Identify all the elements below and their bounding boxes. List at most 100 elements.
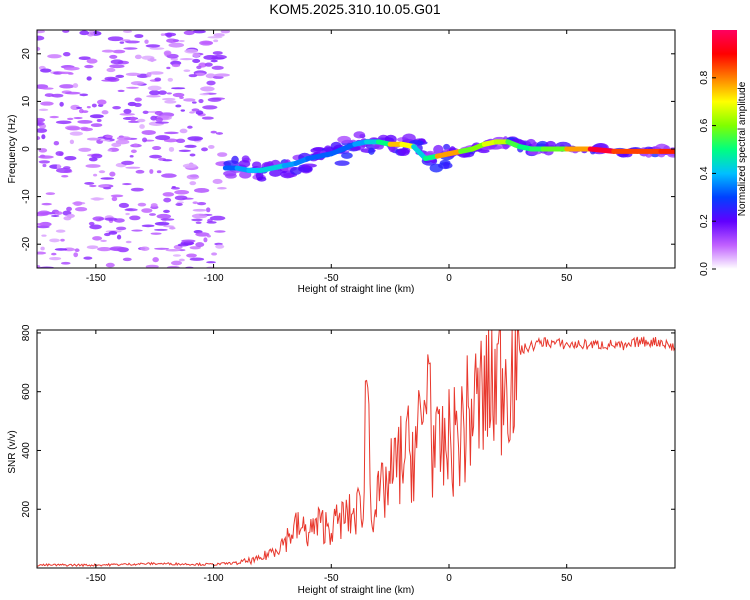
noise-patch bbox=[66, 126, 82, 131]
noise-patch bbox=[164, 100, 177, 104]
y-tick-label: 10 bbox=[21, 95, 32, 107]
noise-patch bbox=[84, 181, 95, 185]
ridge-halo bbox=[334, 160, 350, 166]
noise-patch bbox=[165, 248, 181, 252]
noise-patch bbox=[63, 247, 75, 252]
noise-patch bbox=[179, 96, 184, 99]
noise-patch bbox=[209, 215, 226, 221]
noise-patch bbox=[86, 58, 98, 64]
noise-patch bbox=[88, 157, 98, 162]
noise-patch bbox=[123, 47, 138, 50]
noise-patch bbox=[118, 202, 130, 208]
noise-patch bbox=[37, 117, 46, 123]
colorbar-tick-label: 0.0 bbox=[699, 262, 710, 276]
noise-patch bbox=[116, 136, 131, 141]
noise-patch bbox=[111, 142, 122, 148]
noise-patch bbox=[67, 117, 74, 121]
noise-patch bbox=[166, 38, 178, 43]
noise-patch bbox=[154, 111, 163, 116]
x-tick-label: 0 bbox=[446, 573, 452, 584]
x-tick-label: 50 bbox=[561, 273, 573, 284]
noise-patch bbox=[125, 166, 141, 169]
noise-patch bbox=[112, 105, 121, 110]
noise-patch bbox=[49, 115, 59, 119]
noise-patch bbox=[73, 201, 83, 206]
snr-y-label: SNR (v/v) bbox=[7, 430, 18, 473]
noise-patch bbox=[104, 135, 113, 138]
noise-patch bbox=[41, 234, 47, 237]
noise-patch bbox=[214, 230, 226, 233]
noise-patch bbox=[123, 108, 132, 114]
noise-patch bbox=[191, 108, 200, 112]
noise-patch bbox=[149, 169, 154, 174]
ridge-halo bbox=[341, 152, 353, 159]
noise-patch bbox=[112, 49, 126, 54]
noise-patch bbox=[40, 101, 54, 106]
noise-patch bbox=[90, 123, 103, 128]
noise-patch bbox=[174, 189, 190, 195]
noise-patch bbox=[73, 117, 83, 120]
noise-patch bbox=[134, 34, 144, 39]
noise-patch bbox=[212, 178, 223, 185]
noise-patch bbox=[80, 127, 93, 132]
noise-patch bbox=[104, 217, 118, 221]
spectrogram-x-ticks: -150 -100 -50 0 50 bbox=[86, 30, 573, 284]
noise-patch bbox=[101, 110, 109, 115]
noise-patch bbox=[146, 94, 161, 98]
ridge-halo bbox=[353, 131, 366, 139]
noise-patch bbox=[145, 44, 161, 48]
noise-patch bbox=[215, 132, 224, 135]
noise-patch bbox=[107, 149, 113, 152]
noise-patch bbox=[127, 120, 141, 123]
noise-patch bbox=[42, 163, 47, 168]
noise-patch bbox=[89, 114, 104, 119]
noise-patch bbox=[37, 265, 41, 268]
spectrogram-noise bbox=[37, 30, 675, 268]
noise-patch bbox=[179, 58, 194, 61]
noise-patch bbox=[206, 80, 216, 86]
noise-patch bbox=[184, 144, 197, 148]
noise-patch bbox=[84, 64, 94, 69]
noise-patch bbox=[192, 53, 201, 58]
noise-patch bbox=[191, 213, 208, 219]
y-tick-label: 20 bbox=[21, 48, 32, 60]
noise-patch bbox=[181, 239, 196, 243]
noise-patch bbox=[213, 39, 219, 43]
noise-patch bbox=[142, 137, 148, 143]
y-tick-label: -10 bbox=[21, 189, 32, 204]
noise-patch bbox=[211, 252, 218, 256]
snr-panel: -150 -100 -50 0 50 200 400 600 800 Height of st… bbox=[7, 324, 676, 596]
noise-patch bbox=[203, 237, 208, 243]
ridge-halo bbox=[397, 148, 410, 156]
noise-patch bbox=[66, 213, 75, 219]
noise-patch bbox=[169, 226, 176, 230]
spectrogram-y-ticks: -20 -10 0 10 20 bbox=[21, 48, 675, 252]
noise-patch bbox=[93, 173, 98, 177]
noise-patch bbox=[119, 112, 136, 116]
noise-patch bbox=[155, 121, 169, 124]
noise-patch bbox=[78, 147, 92, 152]
noise-patch bbox=[58, 71, 73, 75]
noise-patch bbox=[175, 202, 183, 206]
noise-patch bbox=[202, 105, 218, 110]
y-tick-label: 800 bbox=[21, 324, 32, 341]
noise-patch bbox=[144, 39, 149, 44]
snr-x-label: Height of straight line (km) bbox=[298, 585, 415, 596]
noise-patch bbox=[160, 218, 175, 221]
ridge-halo bbox=[443, 161, 450, 169]
noise-patch bbox=[166, 265, 180, 268]
noise-patch bbox=[155, 117, 164, 123]
noise-patch bbox=[69, 139, 75, 145]
noise-patch bbox=[61, 175, 69, 178]
noise-patch bbox=[92, 236, 103, 241]
noise-patch bbox=[37, 251, 47, 255]
noise-patch bbox=[186, 253, 197, 258]
ridge-halo bbox=[443, 143, 450, 151]
y-tick-label: 400 bbox=[21, 442, 32, 459]
noise-patch bbox=[69, 131, 83, 136]
noise-patch bbox=[207, 36, 223, 39]
noise-patch bbox=[64, 91, 81, 95]
noise-patch bbox=[121, 183, 132, 186]
noise-patch bbox=[41, 134, 46, 140]
y-tick-label: -20 bbox=[21, 237, 32, 252]
